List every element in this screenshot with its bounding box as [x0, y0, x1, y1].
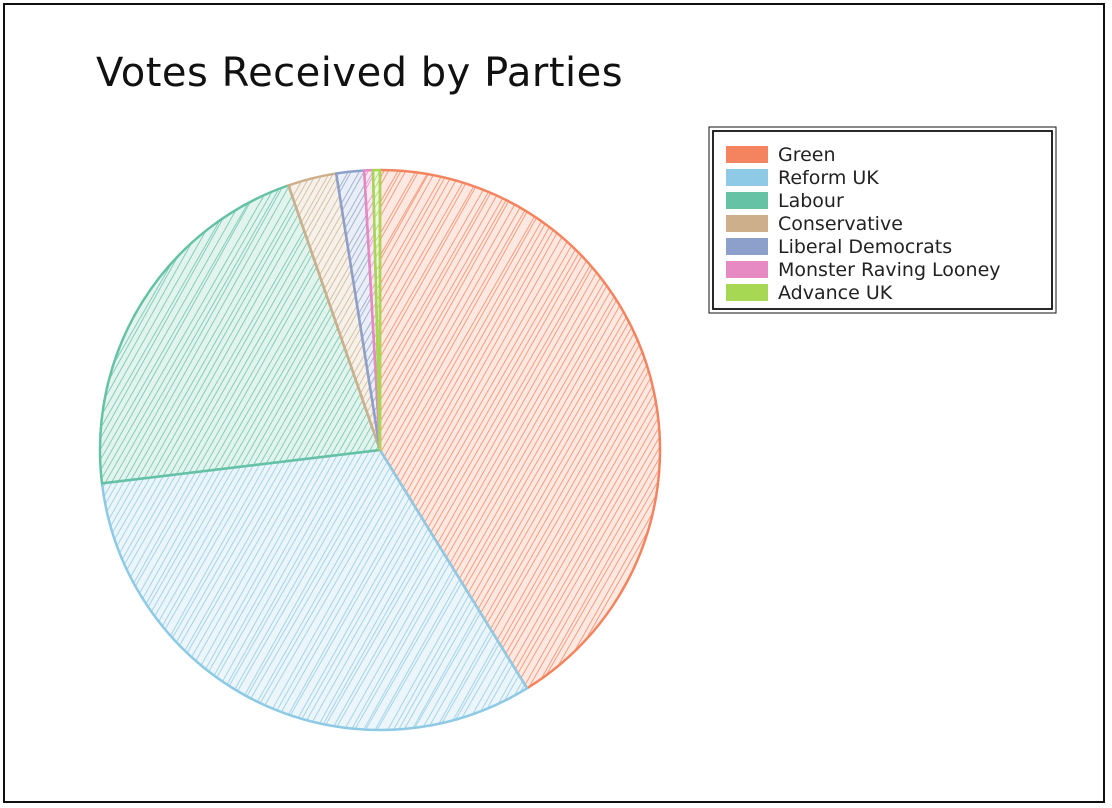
legend-swatch-reform-uk — [726, 169, 768, 186]
legend-label-conservative: Conservative — [778, 213, 903, 235]
legend-label-labour: Labour — [778, 190, 844, 212]
legend-label-advance-uk: Advance UK — [778, 282, 893, 304]
chart-title: Votes Received by Parties — [96, 50, 623, 96]
legend-swatch-conservative — [726, 215, 768, 232]
legend-swatch-labour — [726, 192, 768, 209]
legend-label-reform-uk: Reform UK — [778, 167, 879, 189]
pie-slice-advance-uk — [371, 168, 382, 452]
legend-label-monster-raving-looney: Monster Raving Looney — [778, 259, 1001, 281]
pie-slice-reform-uk — [100, 448, 529, 732]
legend-box — [712, 130, 1053, 310]
legend-swatch-monster-raving-looney — [726, 261, 768, 278]
legend-label-green: Green — [778, 144, 836, 166]
legend-swatch-liberal-democrats — [726, 238, 768, 255]
legend-swatch-green — [726, 146, 768, 163]
legend-label-liberal-democrats: Liberal Democrats — [778, 236, 952, 258]
legend-box-outer — [708, 126, 1057, 314]
legend-swatch-advance-uk — [726, 284, 768, 301]
